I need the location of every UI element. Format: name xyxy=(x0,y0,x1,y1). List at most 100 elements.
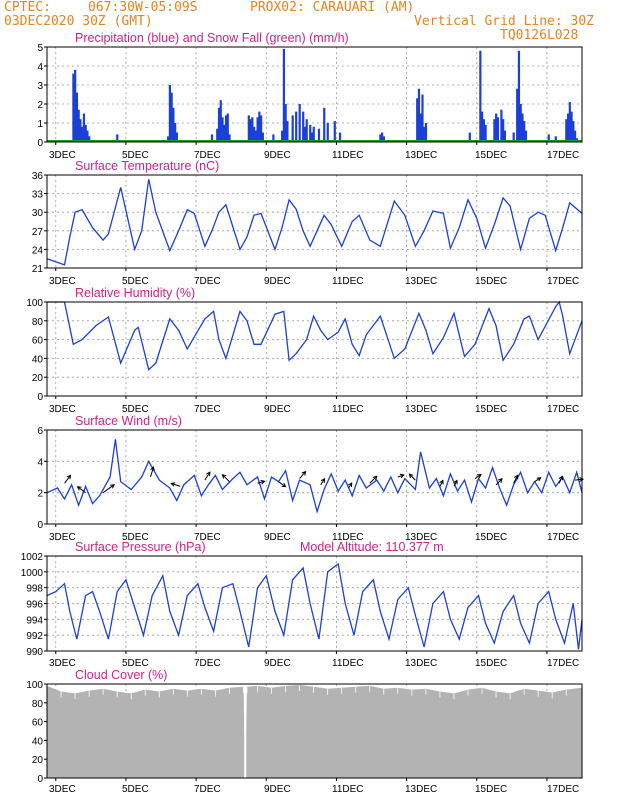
wind-arrow xyxy=(513,475,519,484)
wind-arrow-head xyxy=(579,477,585,482)
y-tick-label: 20 xyxy=(32,373,44,384)
y-tick-label: 100 xyxy=(26,680,43,691)
precip-bar xyxy=(81,126,84,142)
panel-frame-outline xyxy=(46,555,583,652)
x-tick-label: 15DEC xyxy=(475,404,507,415)
precip-bar xyxy=(566,113,570,142)
precip-bar xyxy=(416,98,419,142)
x-tick-label: 3DEC xyxy=(49,784,76,795)
y-tick-label: 100 xyxy=(26,298,43,309)
header-init-time: 03DEC2020 30Z (GMT) xyxy=(4,14,153,29)
x-tick-label: 13DEC xyxy=(405,658,437,669)
precip-bar xyxy=(260,115,263,142)
header-grid-note: Vertical Grid Line: 30Z xyxy=(414,14,595,29)
y-tick-label: 0 xyxy=(37,774,43,785)
precip-bar xyxy=(568,102,571,142)
wind-arrow-head xyxy=(439,479,444,485)
x-tick-label: 17DEC xyxy=(547,150,579,161)
precip-bar xyxy=(256,117,259,142)
precip-bar xyxy=(333,121,336,142)
precip-bar xyxy=(224,115,228,142)
y-tick-label: 21 xyxy=(32,264,44,275)
wind-arrow xyxy=(257,480,265,484)
precip-bar xyxy=(305,119,308,142)
x-tick-label: 3DEC xyxy=(49,658,76,669)
y-tick-label: 990 xyxy=(26,647,43,658)
wind-arrow-head xyxy=(301,470,307,476)
precip-bar xyxy=(84,124,87,142)
wind-arrow-head xyxy=(110,484,115,489)
precip-bar xyxy=(174,123,177,142)
x-tick-label: 9DEC xyxy=(264,784,291,795)
precip-bar xyxy=(175,132,179,142)
precip-bar xyxy=(502,119,505,142)
panel-annotation: Model Altitude: 110.377 m xyxy=(300,540,444,554)
precip-bar xyxy=(282,48,286,142)
x-tick-label: 11DEC xyxy=(332,532,364,543)
wind-arrow-head xyxy=(170,482,176,487)
x-tick-label: 11DEC xyxy=(332,658,364,669)
y-tick-label: 0 xyxy=(37,392,43,403)
precip-bar xyxy=(261,132,264,142)
wind-arrow-head xyxy=(281,482,287,488)
y-tick-label: 0 xyxy=(37,138,43,149)
cloud-cover-gap xyxy=(244,685,247,778)
wind-arrow-head xyxy=(260,479,266,485)
x-tick-label: 13DEC xyxy=(405,276,437,287)
precip-bar xyxy=(338,132,342,142)
precip-bar xyxy=(496,117,500,142)
wind-arrow xyxy=(150,466,154,478)
x-tick-label: 3DEC xyxy=(49,150,76,161)
precip-bar xyxy=(573,130,577,142)
x-tick-label: 5DEC xyxy=(122,404,149,415)
precip-bar xyxy=(72,73,75,142)
x-tick-label: 15DEC xyxy=(475,150,507,161)
y-tick-label: 40 xyxy=(32,736,44,747)
precip-bar xyxy=(75,92,79,142)
panel-title: Surface Wind (m/s) xyxy=(75,414,182,428)
precip-bar xyxy=(74,69,77,142)
precip-bar xyxy=(251,117,254,142)
precip-bar xyxy=(249,119,252,142)
x-tick-label: 5DEC xyxy=(122,532,149,543)
wind-arrow-head xyxy=(476,474,482,479)
panel-title: Cloud Cover (%) xyxy=(75,668,167,682)
wind-arrow-head xyxy=(408,473,414,479)
y-tick-label: 1002 xyxy=(21,552,44,563)
precip-bar xyxy=(291,115,294,142)
x-tick-label: 9DEC xyxy=(264,404,291,415)
precip-bar xyxy=(417,88,421,142)
header-station: PROX02: CARAUARI (AM) xyxy=(250,0,415,15)
x-tick-label: 15DEC xyxy=(475,276,507,287)
wind-arrow xyxy=(369,475,378,484)
y-tick-label: 3 xyxy=(37,81,43,92)
wind-arrow-head xyxy=(498,478,503,483)
x-tick-label: 13DEC xyxy=(405,150,437,161)
precip-bar xyxy=(219,100,222,142)
wind-arrow xyxy=(439,480,444,487)
precip-bar xyxy=(493,119,496,142)
wind-arrow xyxy=(474,474,482,479)
wind-arrow xyxy=(204,471,211,481)
header-model: TQ0126L028 xyxy=(500,28,579,43)
precip-bar xyxy=(216,128,219,142)
panel-title: Precipitation (blue) and Snow Fall (gree… xyxy=(75,31,349,45)
x-tick-label: 17DEC xyxy=(547,532,579,543)
wind-arrow-head xyxy=(320,477,326,483)
wind-arrow xyxy=(495,478,503,486)
y-tick-label: 994 xyxy=(26,615,43,626)
y-tick-label: 60 xyxy=(32,336,44,347)
x-tick-label: 5DEC xyxy=(122,658,149,669)
precip-bar xyxy=(226,113,229,142)
precip-bar xyxy=(303,126,307,142)
precip-bar xyxy=(423,126,426,142)
x-tick-label: 17DEC xyxy=(547,658,579,669)
x-tick-label: 7DEC xyxy=(194,276,221,287)
wind-arrow xyxy=(278,481,286,488)
wind-arrow-head xyxy=(514,474,519,480)
y-tick-label: 992 xyxy=(26,631,43,642)
y-tick-label: 2 xyxy=(37,100,43,111)
y-tick-label: 996 xyxy=(26,600,43,611)
precip-bar xyxy=(167,136,170,142)
precip-bar xyxy=(570,111,573,142)
